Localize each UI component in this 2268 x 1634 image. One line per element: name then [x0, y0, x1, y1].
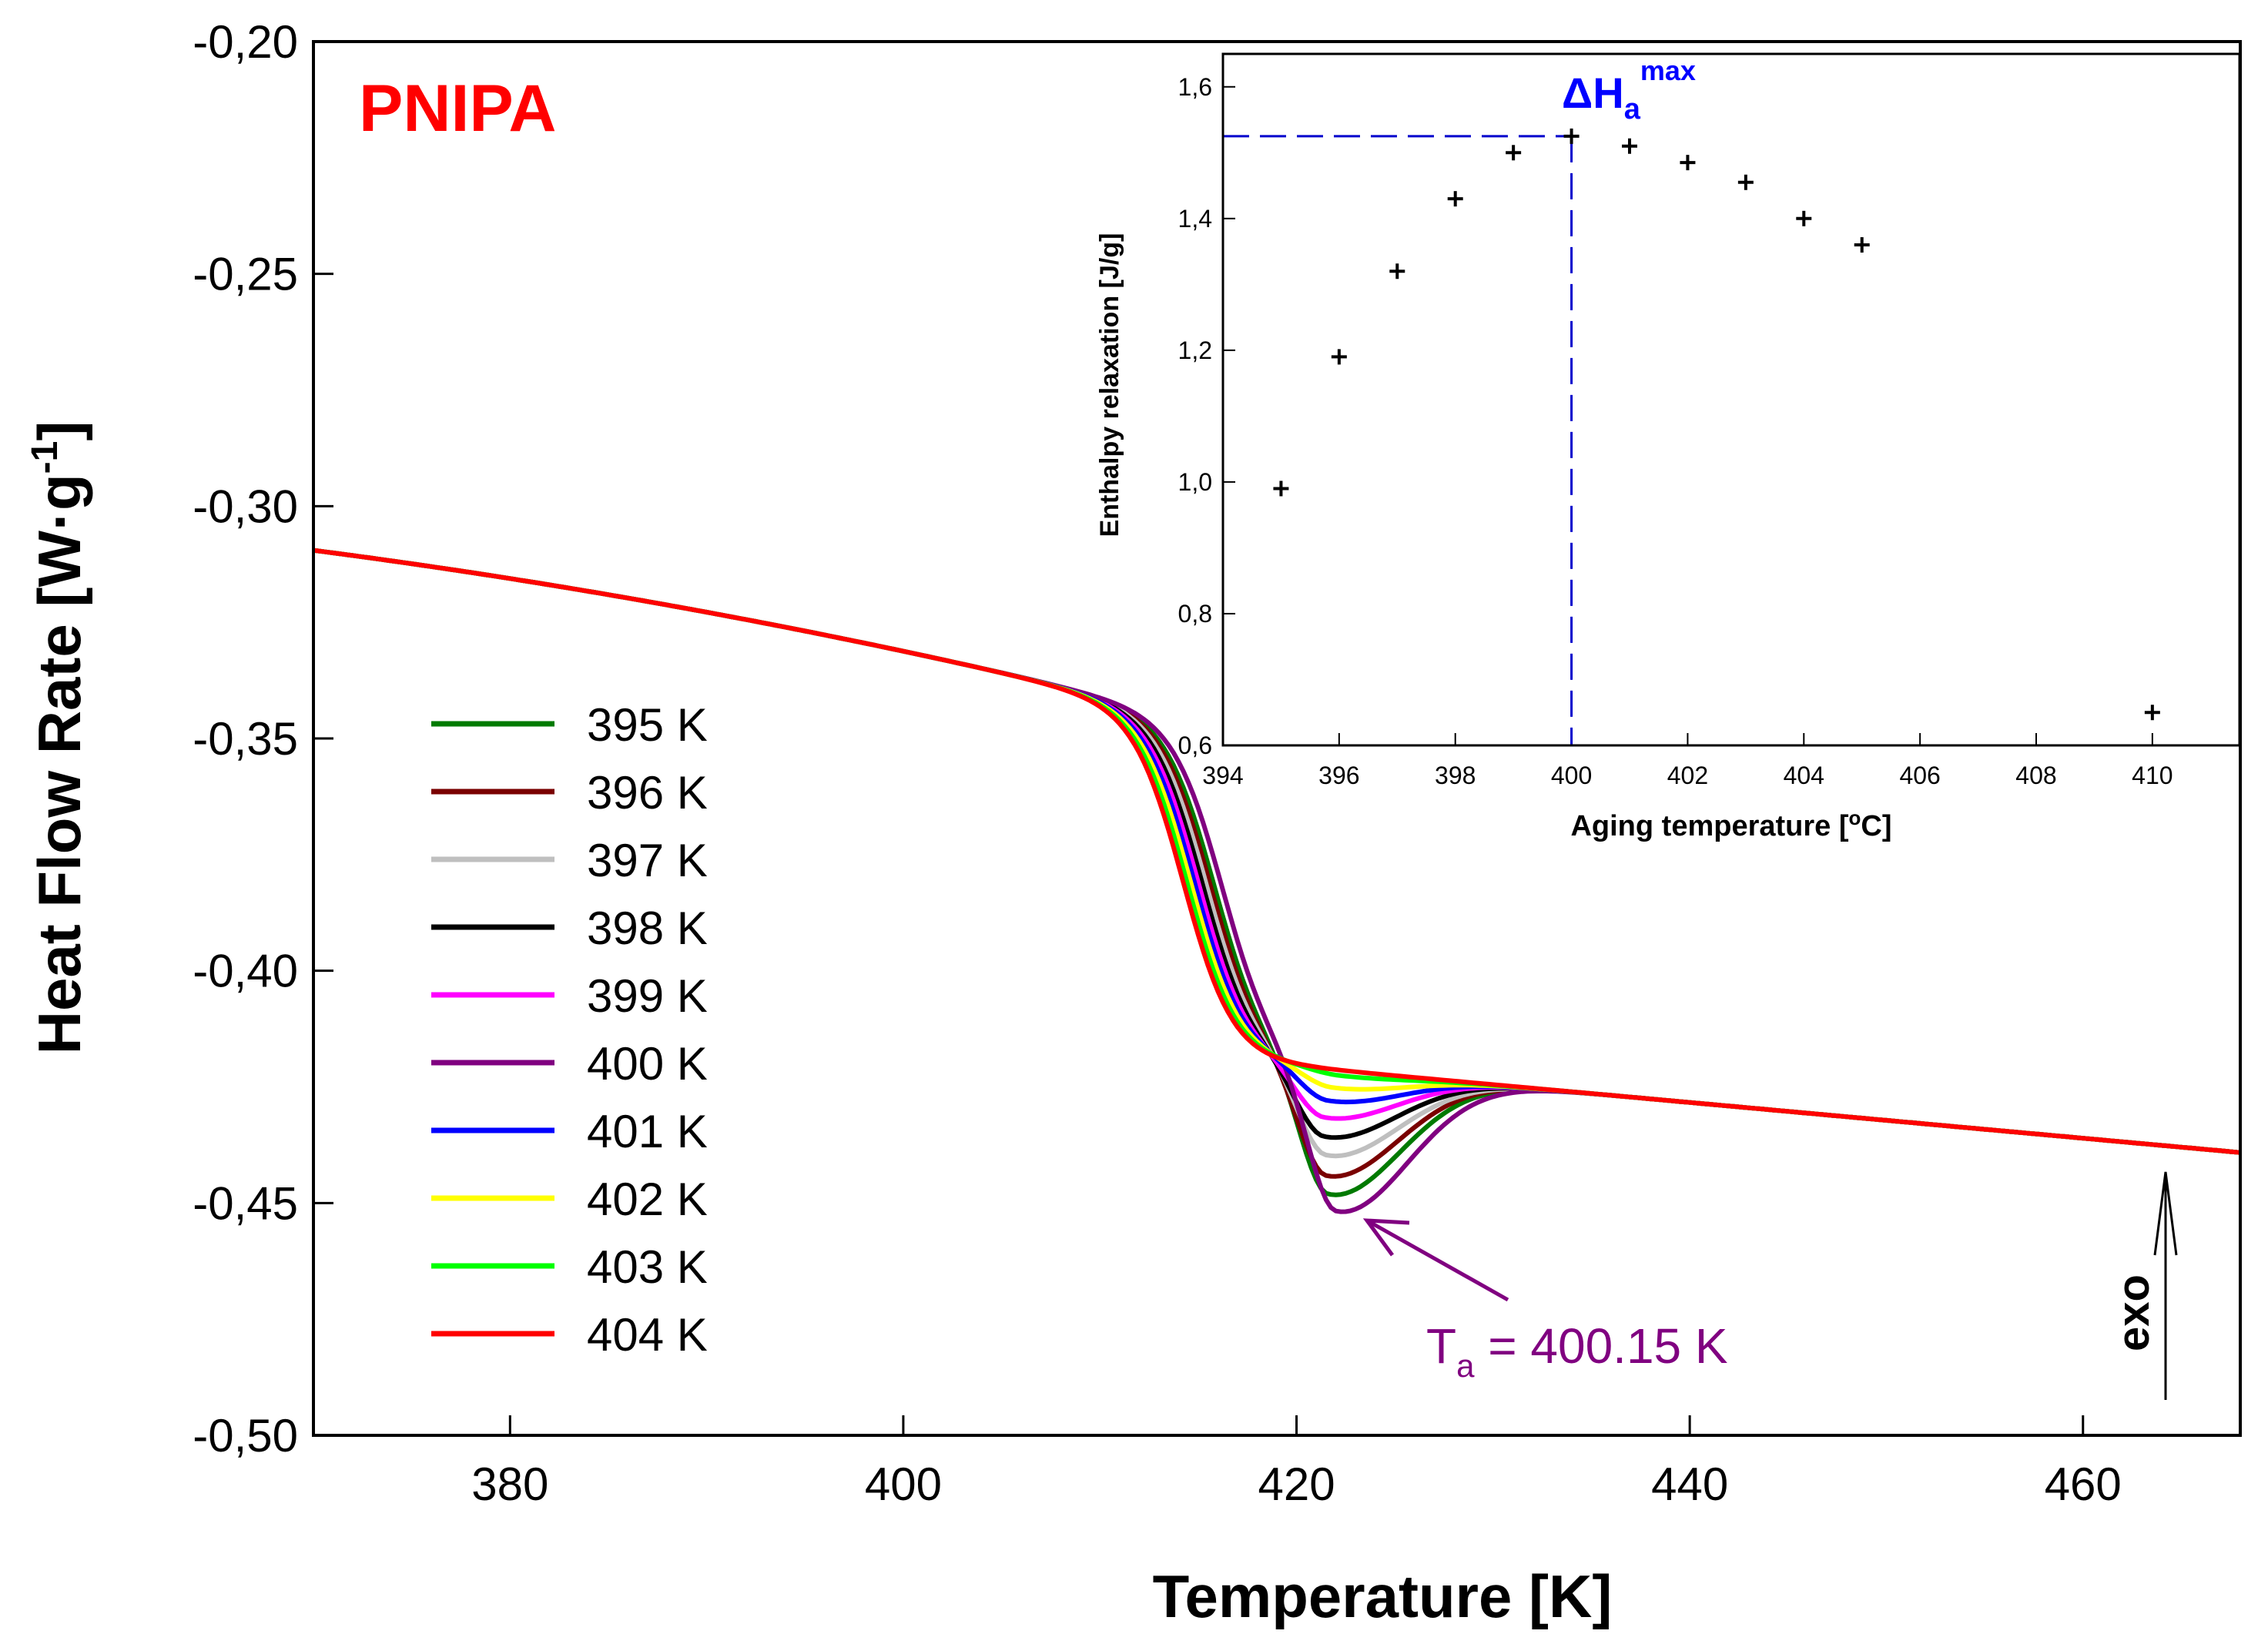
- legend-label: 403 K: [587, 1241, 708, 1293]
- inset-points: [1273, 128, 2160, 721]
- inset-x-title-sup: o: [1849, 806, 1861, 829]
- inset-data-point: [1273, 480, 1289, 497]
- main-y-tick-label: -0,35: [193, 713, 298, 765]
- exo-arrow-head: [2153, 1171, 2178, 1256]
- main-x-tick-label: 460: [2045, 1458, 2122, 1510]
- main-y-tick-label: -0,45: [193, 1177, 298, 1229]
- x-axis-title: Temperature [K]: [1153, 1562, 1613, 1630]
- ta-annotation: Ta = 400.15 K: [1362, 1218, 1728, 1384]
- exo-label: exo: [2109, 1274, 2159, 1351]
- inset-data-point: [1331, 349, 1347, 365]
- inset-max-marker: [1223, 135, 1573, 745]
- inset-x-tick-label: 408: [2015, 762, 2056, 789]
- y-axis-title: Heat Flow Rate [W·g-1]: [25, 421, 93, 1055]
- delta-h-main: ΔH: [1562, 69, 1624, 117]
- inset-data-point: [1447, 191, 1463, 207]
- legend-label: 396 K: [587, 767, 708, 819]
- legend: 395 K 396 K 397 K 398 K 399 K 400 K 401 K 402 K…: [431, 699, 708, 1361]
- main-y-tick-label: -0,25: [193, 249, 298, 300]
- legend-label: 398 K: [587, 902, 708, 954]
- inset-x-tick-label: 394: [1202, 762, 1243, 789]
- ta-label-sub: a: [1456, 1348, 1475, 1384]
- inset-data-point: [1680, 155, 1696, 171]
- main-x-tick-label: 400: [865, 1458, 942, 1510]
- ta-label: Ta = 400.15 K: [1426, 1318, 1728, 1384]
- inset-x-tick-label: 402: [1667, 762, 1708, 789]
- inset-data-point: [1854, 237, 1870, 253]
- inset-y-axis-title: Enthalpy relaxation [J/g]: [1095, 233, 1124, 537]
- main-y-tick-label: -0,50: [193, 1410, 298, 1462]
- inset-x-tick-label: 400: [1551, 762, 1592, 789]
- legend-label: 400 K: [587, 1038, 708, 1090]
- ta-arrow-shaft: [1365, 1218, 1509, 1302]
- exo-annotation: exo: [2109, 1171, 2178, 1400]
- delta-h-max-label: ΔHa max: [1562, 55, 1696, 126]
- ta-arrow-head: [1362, 1218, 1410, 1257]
- inset-plot-frame: [1221, 52, 2241, 747]
- legend-label: 399 K: [587, 970, 708, 1022]
- inset-data-point: [1389, 263, 1405, 280]
- main-y-tick-label: -0,30: [193, 480, 298, 532]
- legend-label: 401 K: [587, 1106, 708, 1157]
- y-axis-title-sup: -1: [25, 441, 65, 474]
- chart-title: PNIPA: [359, 72, 556, 146]
- ta-label-rest: = 400.15 K: [1474, 1318, 1727, 1374]
- inset-x-tick-label: 404: [1784, 762, 1824, 789]
- main-y-tick-label: -0,20: [193, 16, 298, 68]
- inset-data-point: [1506, 145, 1522, 161]
- ta-label-main: T: [1426, 1318, 1456, 1374]
- legend-label: 397 K: [587, 835, 708, 886]
- legend-label: 404 K: [587, 1309, 708, 1361]
- inset-y-tick-label: 1,4: [1178, 205, 1212, 233]
- series-line-404-k: [313, 547, 2241, 1155]
- main-x-tick-labels: 380 400 420 440 460: [471, 1458, 2122, 1510]
- inset-y-tick-label: 1,2: [1178, 337, 1212, 364]
- inset-y-tick-label: 0,6: [1178, 732, 1212, 759]
- inset-background: [1205, 54, 2237, 747]
- inset-y-tick-label: 1,0: [1178, 468, 1212, 496]
- main-y-tick-label: -0,40: [193, 946, 298, 997]
- y-axis-title-main: Heat Flow Rate [W·g: [25, 474, 93, 1054]
- inset-plot: 394 396 398 400 402 404 406 408 410 0,6 0,8 1,0 1,2…: [1095, 52, 2241, 842]
- inset-x-tick-label: 398: [1435, 762, 1476, 789]
- main-x-tick-label: 420: [1258, 1458, 1335, 1510]
- inset-x-title-end: C]: [1861, 810, 1891, 842]
- inset-x-axis-title: Aging temperature [oC]: [1570, 806, 1891, 842]
- legend-label: 402 K: [587, 1174, 708, 1225]
- inset-x-tick-label: 406: [1899, 762, 1940, 789]
- inset-y-tick-label: 1,6: [1178, 73, 1212, 101]
- inset-y-tick-labels: 0,6 0,8 1,0 1,2 1,4 1,6: [1178, 73, 1212, 759]
- inset-data-point: [1796, 210, 1812, 226]
- inset-y-tick-label: 0,8: [1178, 600, 1212, 628]
- inset-data-point: [2144, 705, 2160, 721]
- inset-x-tick-label: 410: [2132, 762, 2173, 789]
- y-axis-title-end: ]: [25, 421, 93, 441]
- main-y-tick-labels: -0,50 -0,45 -0,40 -0,35 -0,30 -0,25 -0,20: [193, 16, 298, 1462]
- inset-data-point: [1622, 138, 1637, 154]
- inset-x-title-main: Aging temperature [: [1570, 810, 1848, 842]
- inset-x-tick-labels: 394 396 398 400 402 404 406 408 410: [1202, 762, 2173, 789]
- delta-h-sup: max: [1640, 55, 1696, 86]
- main-x-tick-label: 440: [1651, 1458, 1728, 1510]
- inset-data-point: [1563, 128, 1580, 144]
- delta-h-sub: a: [1624, 93, 1641, 126]
- main-x-tick-label: 380: [471, 1458, 548, 1510]
- main-series-lines: [313, 547, 2241, 1214]
- inset-x-tick-label: 396: [1318, 762, 1359, 789]
- inset-data-point: [1737, 174, 1754, 190]
- main-plot: 380 400 420 440 460 -0,50 -0,45 -0,40 -0,35 -0,3…: [25, 16, 2242, 1630]
- legend-label: 395 K: [587, 699, 708, 751]
